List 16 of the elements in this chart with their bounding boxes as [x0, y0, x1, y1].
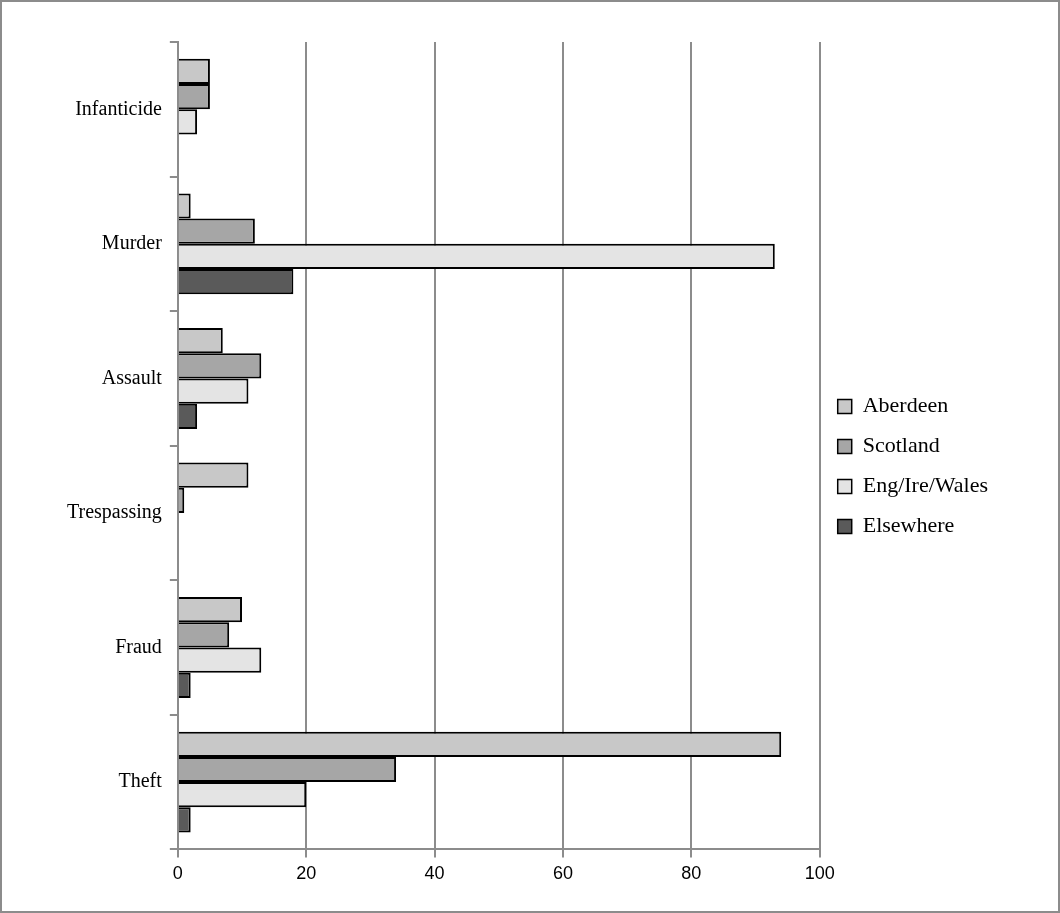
- y-tick-label: Theft: [118, 769, 163, 792]
- y-tick-label: Fraud: [115, 634, 162, 657]
- y-tick-label: Murder: [101, 231, 163, 254]
- legend-label: Scotland: [862, 432, 940, 458]
- y-tick-label: Infanticide: [75, 96, 162, 119]
- legend-label: Elsewhere: [862, 512, 955, 538]
- x-tick-label: 60: [552, 863, 573, 884]
- x-tick-label: 20: [296, 863, 317, 884]
- y-tick-label: Assault: [101, 365, 163, 388]
- y-tick-label: Trespassing: [66, 500, 162, 524]
- x-tick-label: 40: [424, 863, 445, 884]
- x-tick-label: 100: [804, 863, 835, 884]
- x-tick-label: 0: [172, 863, 183, 884]
- legend-label: Aberdeen: [862, 392, 949, 418]
- legend-label: Eng/Ire/Wales: [862, 472, 989, 498]
- x-tick-label: 80: [681, 863, 702, 884]
